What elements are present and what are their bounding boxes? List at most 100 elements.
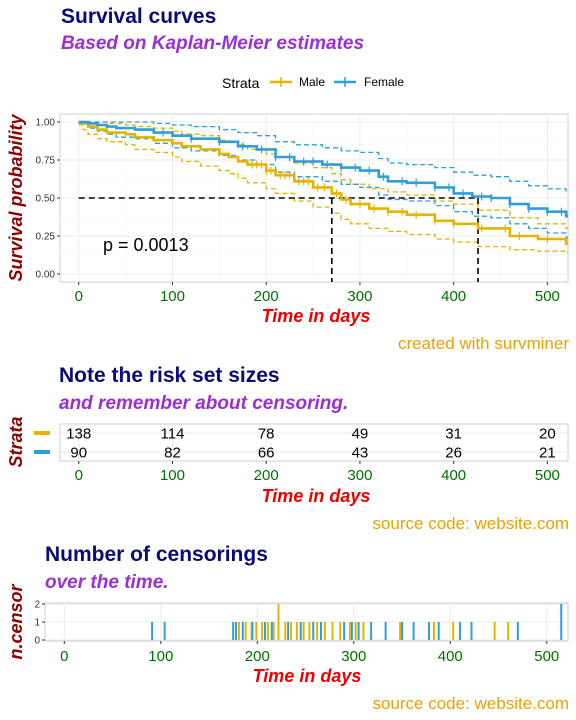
ci-lower-female	[78, 122, 568, 239]
censor-caption: source code: website.com	[372, 694, 569, 713]
risk-count-male: 114	[161, 426, 185, 443]
risk-count-male: 138	[66, 426, 91, 443]
risk-count-female: 90	[70, 445, 87, 462]
censor-bar-male	[255, 622, 258, 640]
x-tick-label: 100	[160, 288, 185, 305]
survival-plot-panel: 0.00 0.25 0.50 0.75 1.00 0 100 200 300 400 500	[36, 113, 569, 305]
censor-subtitle: over the time.	[45, 572, 169, 593]
legend-key-female	[334, 77, 356, 87]
censor-x-tick-label: 300	[341, 648, 366, 665]
risk-table-x-ticks: 0 100 200 300 400 500	[75, 461, 560, 484]
censor-bar-female	[312, 622, 315, 640]
risk-table-panel: 138 114 78 49 31 20 90 82 66 43 26 21 0 100 200 300 400…	[34, 423, 569, 484]
censor-bar-male	[266, 622, 269, 640]
risk-x-tick-label: 200	[254, 467, 279, 484]
censor-bar-male	[316, 622, 319, 640]
censor-bar-male	[362, 622, 365, 640]
censor-bar-female	[232, 622, 235, 640]
confidence-bands	[78, 121, 568, 254]
censor-bar-male	[308, 622, 311, 640]
y-tick-label: 0.50	[36, 194, 56, 205]
censor-bar-female	[319, 622, 322, 640]
survival-x-ticks: 0 100 200 300 400 500	[75, 282, 560, 305]
censor-bar-male	[452, 622, 455, 640]
censor-bars	[151, 604, 563, 640]
risk-count-female: 43	[352, 445, 369, 462]
y-tick-label: 1.00	[36, 118, 56, 129]
p-value: p = 0.0013	[103, 235, 189, 255]
censor-x-ticks: 0 100 200 300 400 500	[60, 641, 559, 665]
censor-bar-male	[432, 622, 435, 640]
x-tick-label: 0	[75, 288, 83, 305]
median-lines	[78, 197, 479, 282]
survival-y-ticks: 0.00 0.25 0.50 0.75 1.00	[36, 118, 60, 281]
x-tick-label: 200	[254, 288, 279, 305]
risk-x-tick-label: 300	[347, 467, 372, 484]
censor-plot-panel: 0 1 2 0 100 200 300 400 500	[34, 600, 569, 665]
censor-bar-female	[370, 622, 373, 640]
censor-bar-male	[284, 622, 287, 640]
censor-marks	[162, 128, 563, 244]
censor-title: Number of censorings	[45, 543, 268, 566]
ci-upper-female	[78, 121, 568, 193]
censor-bar-female	[560, 604, 563, 640]
x-tick-label: 500	[535, 288, 560, 305]
y-tick-label: 0.00	[36, 270, 56, 281]
censor-bar-male	[277, 604, 280, 640]
risk-table-grid	[60, 424, 568, 461]
legend: Strata Male Female	[222, 75, 404, 91]
ci-upper-male	[78, 121, 568, 230]
risk-x-tick-label: 500	[535, 467, 560, 484]
censor-y-tick-label: 2	[34, 600, 40, 611]
survival-y-label: Survival probability	[6, 113, 26, 281]
x-tick-label: 400	[441, 288, 466, 305]
risk-table-subtitle: and remember about censoring.	[59, 393, 349, 414]
censor-bar-female	[437, 622, 440, 640]
censor-bar-female	[458, 622, 461, 640]
censor-bar-female	[343, 622, 346, 640]
censor-bar-female	[428, 622, 431, 640]
survival-caption: created with survminer	[398, 334, 569, 353]
censor-bar-male	[354, 622, 357, 640]
risk-count-female: 21	[539, 445, 556, 462]
censor-x-tick-label: 500	[534, 648, 559, 665]
risk-count-male: 31	[445, 426, 462, 443]
risk-x-tick-label: 0	[75, 467, 83, 484]
censor-x-tick-label: 400	[438, 648, 463, 665]
censor-x-tick-label: 200	[245, 648, 270, 665]
censor-y-tick-label: 0	[34, 636, 40, 647]
risk-table-title: Note the risk set sizes	[59, 364, 280, 387]
censor-bar-male	[507, 622, 510, 640]
legend-label-male: Male	[299, 75, 325, 89]
risk-table-x-label: Time in days	[262, 486, 371, 506]
censor-bar-female	[516, 622, 519, 640]
censor-bar-female	[287, 622, 290, 640]
survival-title: Survival curves	[61, 5, 217, 28]
censor-bar-male	[348, 622, 351, 640]
censor-bar-female	[241, 622, 244, 640]
censor-bar-female	[357, 622, 360, 640]
risk-count-female: 82	[164, 445, 181, 462]
censor-bar-male	[339, 622, 342, 640]
censor-bar-female	[350, 622, 353, 640]
censor-x-tick-label: 100	[148, 648, 173, 665]
risk-table-strata-keys	[34, 431, 50, 454]
censor-x-label: Time in days	[253, 666, 362, 686]
survival-x-label: Time in days	[262, 306, 371, 326]
risk-x-tick-label: 400	[441, 467, 466, 484]
risk-table-cells: 138 114 78 49 31 20 90 82 66 43 26 21	[66, 426, 555, 462]
risk-count-male: 49	[352, 426, 369, 443]
survival-subtitle: Based on Kaplan-Meier estimates	[61, 33, 365, 54]
censor-bar-female	[235, 622, 238, 640]
censor-bar-male	[237, 622, 240, 640]
censor-bar-male	[261, 622, 264, 640]
legend-title: Strata	[222, 75, 260, 91]
censor-bar-female	[299, 622, 302, 640]
censor-bar-female	[412, 622, 415, 640]
y-tick-label: 0.75	[36, 156, 56, 167]
risk-table-caption: source code: website.com	[372, 514, 569, 533]
risk-table-border	[59, 423, 569, 462]
risk-count-male: 78	[258, 426, 275, 443]
censor-y-label: n.censor	[6, 583, 26, 659]
